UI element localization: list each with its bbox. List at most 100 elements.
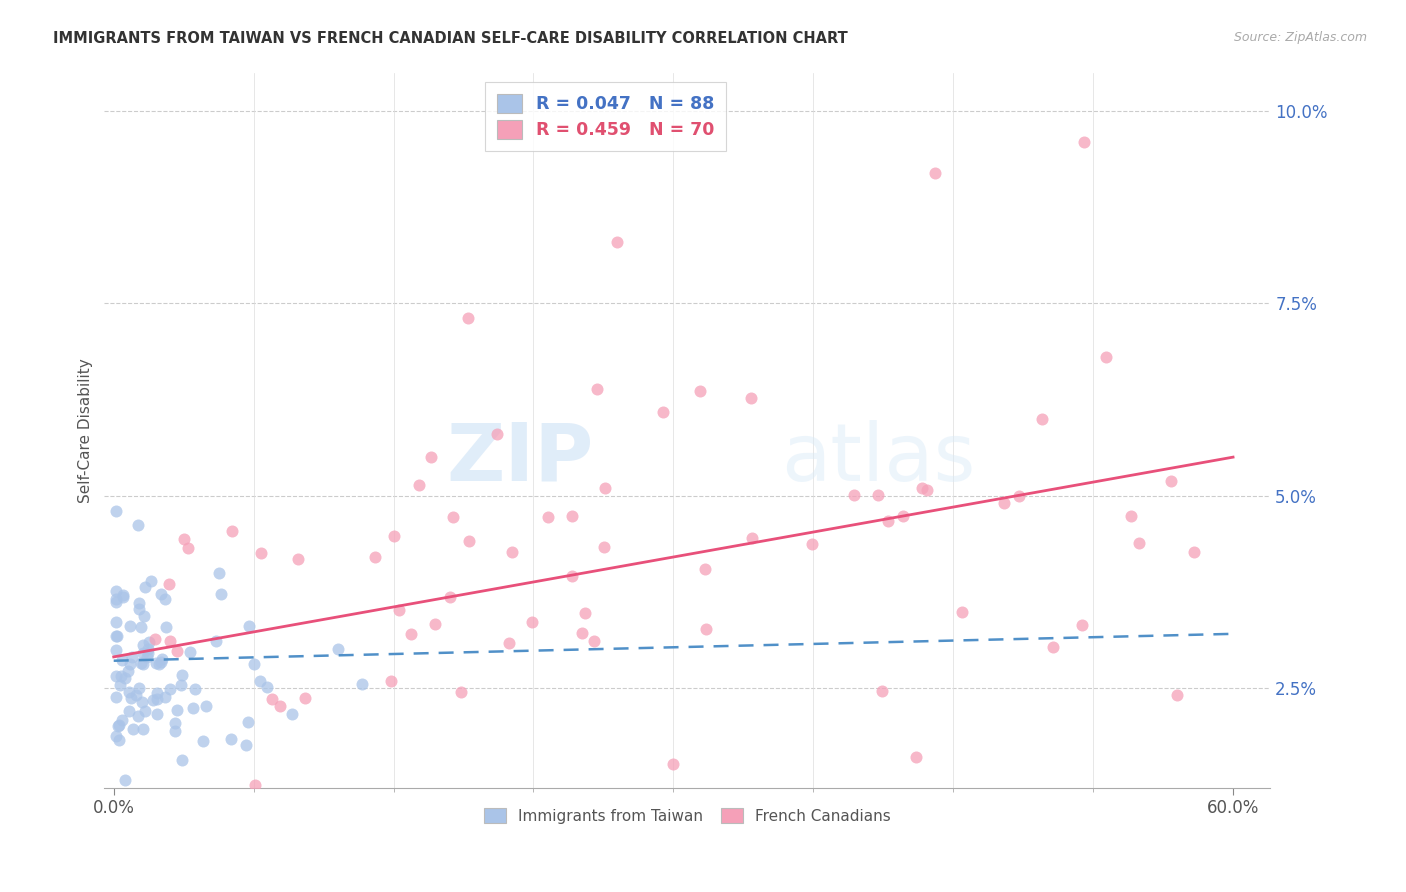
Point xyxy=(1042,640,1064,654)
Point xyxy=(146,706,169,721)
Point xyxy=(150,655,173,669)
Text: atlas: atlas xyxy=(780,420,974,498)
Point xyxy=(498,635,520,649)
Point xyxy=(450,684,472,698)
Point xyxy=(924,166,946,180)
Point xyxy=(110,669,132,683)
Point xyxy=(256,680,278,694)
Point xyxy=(111,652,134,666)
Text: IMMIGRANTS FROM TAIWAN VS FRENCH CANADIAN SELF-CARE DISABILITY CORRELATION CHART: IMMIGRANTS FROM TAIWAN VS FRENCH CANADIA… xyxy=(53,31,848,46)
Text: Source: ZipAtlas.com: Source: ZipAtlas.com xyxy=(1233,31,1367,45)
Point xyxy=(208,566,231,580)
Point xyxy=(866,488,889,502)
Point xyxy=(132,646,155,660)
Point xyxy=(157,576,180,591)
Point xyxy=(108,732,131,747)
Point xyxy=(1119,509,1142,524)
Point xyxy=(249,674,271,689)
Point xyxy=(595,481,617,495)
Point xyxy=(165,715,187,730)
Point xyxy=(166,703,188,717)
Point xyxy=(287,552,309,566)
Point xyxy=(104,584,127,599)
Point xyxy=(121,649,143,664)
Point xyxy=(114,671,136,685)
Point xyxy=(142,693,165,707)
Point xyxy=(155,620,177,634)
Point xyxy=(191,733,214,747)
Point xyxy=(651,405,673,419)
Point xyxy=(606,235,628,249)
Point xyxy=(1166,688,1188,702)
Point xyxy=(170,668,193,682)
Point xyxy=(1160,474,1182,488)
Point xyxy=(110,713,132,727)
Point xyxy=(127,709,149,723)
Point xyxy=(522,615,544,630)
Y-axis label: Self-Care Disability: Self-Care Disability xyxy=(79,358,93,502)
Point xyxy=(408,477,430,491)
Point xyxy=(104,595,127,609)
Point xyxy=(269,698,291,713)
Point xyxy=(117,664,139,678)
Point xyxy=(583,633,606,648)
Point xyxy=(561,569,583,583)
Point xyxy=(1008,490,1031,504)
Point xyxy=(235,739,257,753)
Point xyxy=(165,723,187,738)
Point xyxy=(104,615,127,629)
Point xyxy=(108,717,131,731)
Point xyxy=(893,509,915,524)
Point xyxy=(173,532,195,546)
Point xyxy=(148,657,170,671)
Point xyxy=(134,608,156,623)
Point xyxy=(281,706,304,721)
Point xyxy=(105,690,128,705)
Point xyxy=(238,619,260,633)
Point xyxy=(104,643,127,657)
Point xyxy=(114,772,136,787)
Point xyxy=(904,749,927,764)
Point xyxy=(145,656,167,670)
Point xyxy=(1095,350,1118,364)
Point xyxy=(129,620,152,634)
Point xyxy=(132,638,155,652)
Point xyxy=(112,589,135,603)
Point xyxy=(593,540,616,554)
Point xyxy=(155,690,177,705)
Point xyxy=(457,533,479,548)
Point xyxy=(166,643,188,657)
Point xyxy=(105,730,128,744)
Point xyxy=(124,689,146,703)
Point xyxy=(135,650,157,665)
Point xyxy=(238,715,260,730)
Point xyxy=(741,531,763,545)
Point xyxy=(352,677,374,691)
Point xyxy=(245,778,267,792)
Point xyxy=(844,487,866,501)
Point xyxy=(121,722,143,736)
Point xyxy=(104,629,127,643)
Point xyxy=(170,753,193,767)
Point xyxy=(104,592,127,607)
Point xyxy=(138,634,160,648)
Point xyxy=(1031,412,1053,426)
Point xyxy=(150,652,173,666)
Point xyxy=(486,427,509,442)
Point xyxy=(181,700,204,714)
Point xyxy=(250,545,273,559)
Point xyxy=(740,392,762,406)
Point xyxy=(110,678,132,692)
Point xyxy=(132,722,155,736)
Point xyxy=(501,544,523,558)
Point xyxy=(146,685,169,699)
Point xyxy=(209,587,232,601)
Point xyxy=(326,642,349,657)
Point xyxy=(120,657,142,672)
Point xyxy=(104,669,127,683)
Point xyxy=(877,514,900,528)
Point xyxy=(104,504,127,518)
Text: ZIP: ZIP xyxy=(447,420,595,498)
Point xyxy=(457,310,479,325)
Point xyxy=(1182,545,1205,559)
